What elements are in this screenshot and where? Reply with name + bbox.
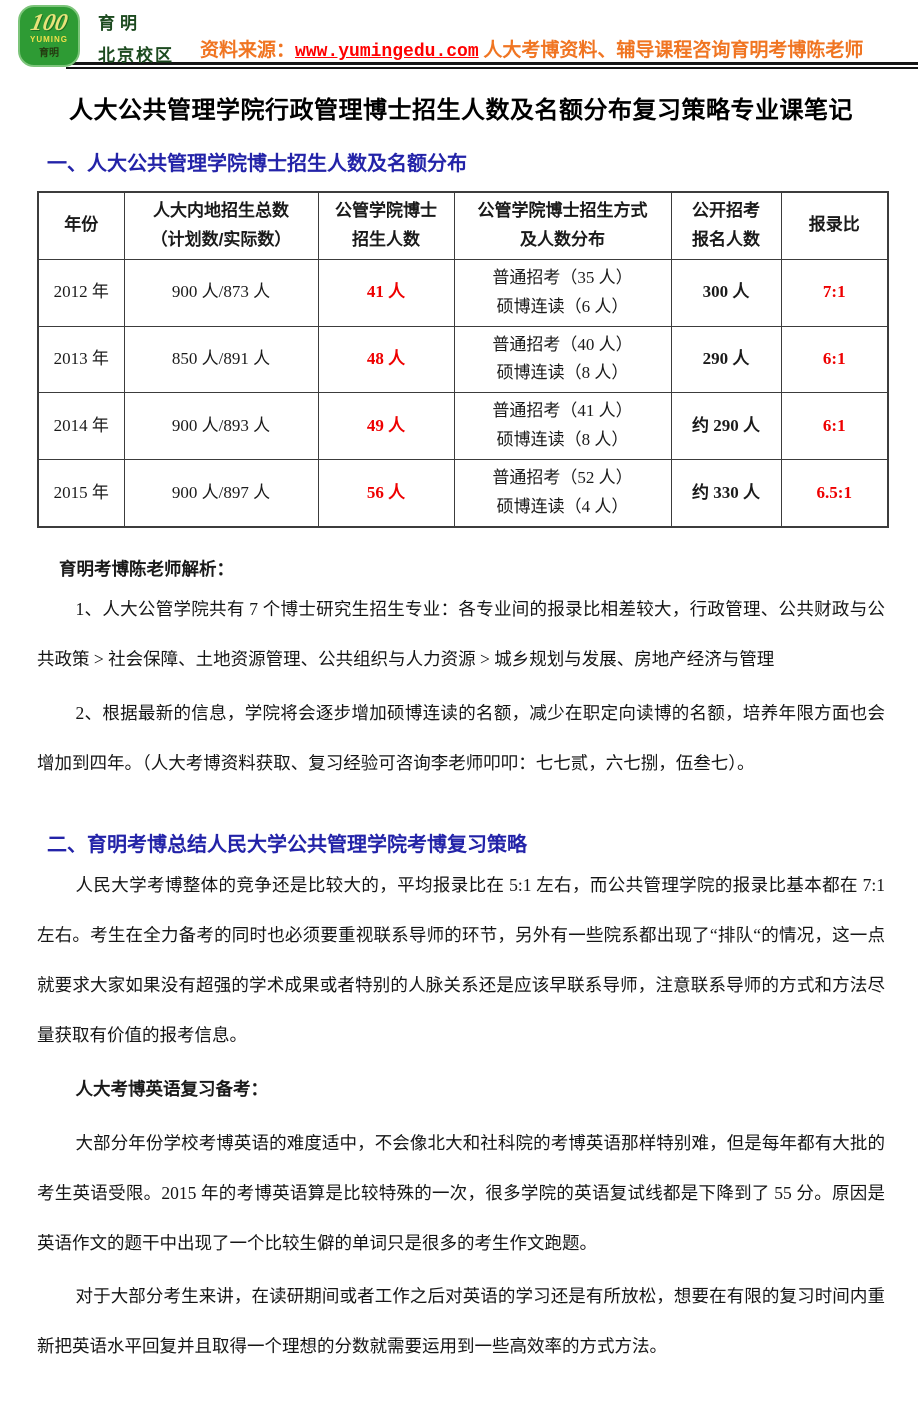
- col-header-mode: 公管学院博士招生方式 及人数分布: [453, 191, 672, 260]
- analysis-paragraph-1: 1、人大公管学院共有 7 个博士研究生招生专业：各专业间的报录比相差较大，行政管…: [37, 598, 885, 669]
- source-suffix: 人大考博资料、辅导课程咨询育明考博陈老师: [478, 40, 864, 61]
- page-header: 100 YUMING 育明 育明 北京校区 资料来源：www.yumingedu…: [0, 0, 920, 74]
- table-row: 2012 年 900 人/873 人 41 人 普通招考（35 人） 硕博连读（6…: [37, 258, 889, 327]
- count-cell: 56 人: [317, 459, 455, 528]
- mode-cell: 普通招考（40 人） 硕博连读（8 人）: [453, 325, 672, 394]
- table-row: 2013 年 850 人/891 人 48 人 普通招考（40 人） 硕博连读（8…: [37, 325, 889, 394]
- col-header-count: 公管学院博士 招生人数: [317, 191, 455, 260]
- ratio-cell: 6:1: [780, 325, 889, 394]
- section1-heading: 一、人大公共管理学院博士招生人数及名额分布: [47, 153, 467, 175]
- logo-brand-en: YUMING: [30, 35, 68, 45]
- table-row: 2014 年 900 人/893 人 49 人 普通招考（41 人） 硕博连读（8…: [37, 392, 889, 461]
- col-header-year: 年份: [37, 191, 125, 260]
- year-cell: 2015 年: [37, 459, 125, 528]
- header-divider: [66, 62, 918, 69]
- yuming-logo-icon: 100 YUMING 育明: [18, 5, 80, 67]
- total-cell: 850 人/891 人: [123, 325, 319, 394]
- col-header-ratio: 报录比: [780, 191, 889, 260]
- english-paragraph-1: 大部分年份学校考博英语的难度适中，不会像北大和社科院的考博英语那样特别难，但是每…: [37, 1132, 885, 1253]
- page-title: 人大公共管理学院行政管理博士招生人数及名额分布复习策略专业课笔记: [69, 97, 853, 124]
- total-cell: 900 人/893 人: [123, 392, 319, 461]
- source-line: 资料来源：www.yumingedu.com 人大考博资料、辅导课程咨询育明考博…: [200, 35, 863, 62]
- count-cell: 48 人: [317, 325, 455, 394]
- year-cell: 2012 年: [37, 258, 125, 327]
- ratio-cell: 7:1: [780, 258, 889, 327]
- analysis-title: 育明考博陈老师解析：: [59, 558, 234, 579]
- table-row: 2015 年 900 人/897 人 56 人 普通招考（52 人） 硕博连读（4…: [37, 459, 889, 528]
- strategy-paragraph: 人民大学考博整体的竞争还是比较大的，平均报录比在 5:1 左右，而公共管理学院的…: [37, 875, 885, 1046]
- col-header-total: 人大内地招生总数 （计划数/实际数）: [123, 191, 319, 260]
- analysis-paragraph-2: 2、根据最新的信息，学院将会逐步增加硕博连读的名额，减少在职定向读博的名额，培养…: [37, 702, 885, 773]
- mode-cell: 普通招考（41 人） 硕博连读（8 人）: [453, 392, 672, 461]
- applicants-cell: 300 人: [670, 258, 782, 327]
- applicants-cell: 约 290 人: [670, 392, 782, 461]
- col-header-applicants: 公开招考 报名人数: [670, 191, 782, 260]
- count-cell: 49 人: [317, 392, 455, 461]
- logo-brand-cn: 育明: [39, 48, 59, 60]
- english-prep-title: 人大考博英语复习备考：: [75, 1078, 269, 1099]
- logo-number: 100: [28, 9, 70, 36]
- applicants-cell: 290 人: [670, 325, 782, 394]
- org-campus: 北京校区: [98, 46, 174, 65]
- admissions-table: 年份 人大内地招生总数 （计划数/实际数） 公管学院博士 招生人数 公管学院博士招生…: [37, 191, 889, 528]
- org-block: 育明 北京校区: [98, 9, 174, 66]
- applicants-cell: 约 330 人: [670, 459, 782, 528]
- source-url-link[interactable]: www.yumingedu.com: [295, 42, 479, 62]
- year-cell: 2014 年: [37, 392, 125, 461]
- source-prefix: 资料来源：: [200, 40, 296, 61]
- document-body: 人大公共管理学院行政管理博士招生人数及名额分布复习策略专业课笔记 一、人大公共管…: [0, 90, 920, 1412]
- count-cell: 41 人: [317, 258, 455, 327]
- mode-cell: 普通招考（35 人） 硕博连读（6 人）: [453, 258, 672, 327]
- english-paragraph-2: 对于大部分考生来讲，在读研期间或者工作之后对英语的学习还是有所放松，想要在有限的…: [37, 1286, 885, 1357]
- year-cell: 2013 年: [37, 325, 125, 394]
- total-cell: 900 人/873 人: [123, 258, 319, 327]
- ratio-cell: 6:1: [780, 392, 889, 461]
- ratio-cell: 6.5:1: [780, 459, 889, 528]
- mode-cell: 普通招考（52 人） 硕博连读（4 人）: [453, 459, 672, 528]
- org-name: 育明: [98, 14, 142, 33]
- table-header-row: 年份 人大内地招生总数 （计划数/实际数） 公管学院博士 招生人数 公管学院博士招生…: [37, 191, 889, 260]
- total-cell: 900 人/897 人: [123, 459, 319, 528]
- section2-heading: 二、育明考博总结人民大学公共管理学院考博复习策略: [47, 834, 527, 857]
